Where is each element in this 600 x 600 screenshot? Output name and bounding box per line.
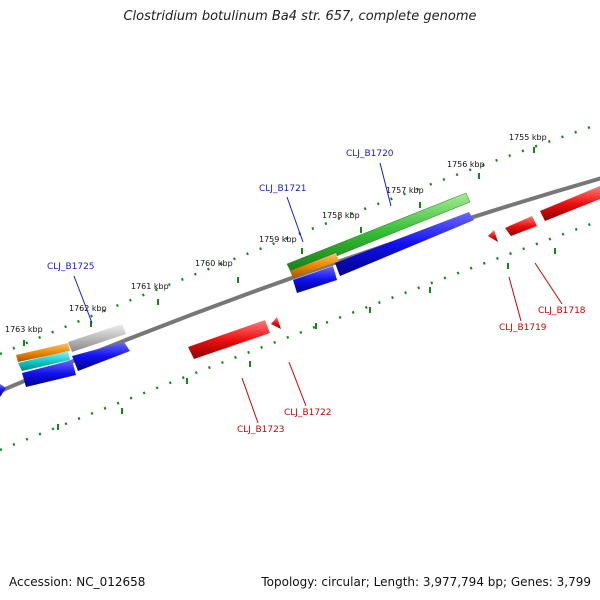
gene-arrow-reverse[interactable] (271, 317, 281, 329)
gene-arrow-reverse[interactable] (488, 230, 498, 242)
gene-arrow-forward[interactable] (22, 360, 76, 387)
gene-arrow-reverse[interactable] (540, 186, 600, 221)
gene-arrow-forward[interactable] (72, 342, 130, 371)
gene-label[interactable]: CLJ_B1723 (237, 425, 285, 435)
gene-label[interactable]: CLJ_B1721 (259, 184, 307, 194)
orange-feature[interactable] (16, 343, 70, 362)
scale-label: 1757 kbp (386, 186, 424, 195)
gene-label[interactable]: CLJ_B1725 (47, 262, 95, 272)
gene-label[interactable]: CLJ_B1720 (346, 149, 394, 159)
scale-label: 1756 kbp (447, 160, 485, 169)
cyan-feature[interactable] (18, 351, 70, 371)
scale-label: 1755 kbp (509, 133, 547, 142)
gene-label[interactable]: CLJ_B1718 (538, 306, 586, 316)
scale-label: 1758 kbp (322, 211, 360, 220)
accession-text: Accession: NC_012658 (9, 575, 146, 589)
map-title: Clostridium botulinum Ba4 str. 657, comp… (123, 9, 477, 24)
orange-feature[interactable] (290, 253, 339, 278)
scale-label: 1761 kbp (131, 282, 169, 291)
scale-label: 1762 kbp (69, 304, 107, 313)
gene-arrow-forward[interactable] (293, 266, 337, 293)
leader-lines (73, 162, 563, 424)
gene-arrow-reverse[interactable] (505, 216, 537, 236)
major-ticks (23, 147, 556, 430)
green-feature[interactable] (286, 192, 471, 275)
gene-arrow-reverse[interactable] (188, 320, 270, 359)
genome-summary-text: Topology: circular; Length: 3,977,794 bp… (261, 575, 591, 589)
forward-scale-ticks (0, 122, 600, 356)
scale-label: 1759 kbp (259, 235, 297, 244)
forward-genes (0, 192, 474, 397)
gene-labels: CLJ_B1720 CLJ_B1721 CLJ_B1725 CLJ_B1718 … (47, 149, 586, 435)
scale-label: 1763 kbp (5, 325, 43, 334)
gene-label[interactable]: CLJ_B1719 (499, 323, 547, 333)
reverse-genes (188, 186, 600, 359)
scale-labels: 1755 kbp 1756 kbp 1757 kbp 1758 kbp 1759… (5, 133, 547, 334)
scale-label: 1760 kbp (195, 259, 233, 268)
gene-arrow-forward[interactable] (335, 212, 474, 276)
gray-feature[interactable] (68, 324, 126, 352)
gene-arrow-forward[interactable] (0, 384, 6, 397)
reverse-scale-ticks (0, 219, 600, 452)
gene-label[interactable]: CLJ_B1722 (284, 408, 332, 418)
